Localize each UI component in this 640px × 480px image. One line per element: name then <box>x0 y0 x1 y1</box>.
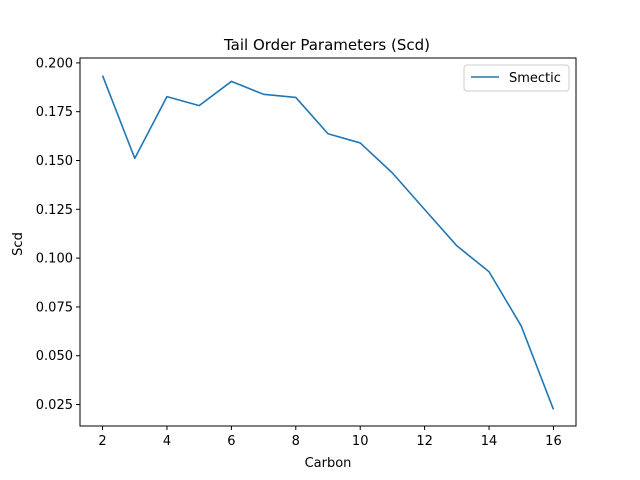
y-tick-label: 0.125 <box>36 203 73 218</box>
x-tick-label: 8 <box>292 434 300 449</box>
legend-box <box>463 64 570 92</box>
legend-label-smectic: Smectic <box>509 71 561 86</box>
y-tick-label: 0.150 <box>36 154 73 169</box>
x-tick-label: 6 <box>227 434 235 449</box>
legend: Smectic <box>463 64 570 92</box>
x-tick-label: 14 <box>481 434 498 449</box>
x-axis: 2 4 6 8 10 12 14 16 <box>98 426 562 449</box>
y-tick-label: 0.025 <box>36 398 73 413</box>
plot-series <box>101 75 555 410</box>
x-axis-title: Carbon <box>305 456 352 471</box>
y-axis: 0.025 0.050 0.075 0.100 0.125 0.150 0.175 0.200 <box>36 56 80 413</box>
y-tick-label: 0.100 <box>36 252 73 267</box>
x-tick-label: 4 <box>163 434 171 449</box>
series-line-smectic <box>101 75 555 410</box>
y-tick-label: 0.050 <box>36 349 73 364</box>
x-tick-label: 10 <box>352 434 369 449</box>
x-tick-label: 12 <box>416 434 433 449</box>
chart-title: Tail Order Parameters (Scd) <box>223 36 430 54</box>
x-tick-label: 2 <box>98 434 106 449</box>
y-axis-title: Scd <box>11 232 26 256</box>
y-tick-label: 0.075 <box>36 300 73 315</box>
plot-area-frame <box>79 57 577 427</box>
x-tick-label: 16 <box>545 434 562 449</box>
y-tick-label: 0.175 <box>36 105 73 120</box>
y-tick-label: 0.200 <box>36 56 73 71</box>
